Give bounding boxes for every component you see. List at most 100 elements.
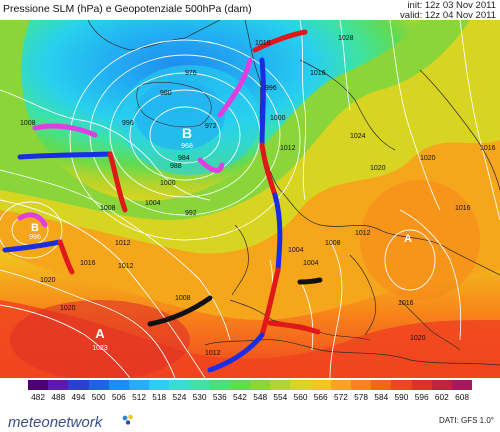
isobar-label: 1016 (80, 260, 96, 267)
scale-cell (108, 380, 129, 390)
scale-label: 530 (192, 392, 207, 402)
isobar-label: 1008 (325, 240, 341, 247)
scale-label: 602 (434, 392, 449, 402)
high-core (10, 300, 190, 378)
map-header: Pressione SLM (hPa) e Geopotenziale 500h… (0, 0, 500, 21)
isobar-label: 1000 (160, 180, 176, 187)
color-scale-labels: 482 488 494 500 506 512 518 524 530 536 542 548 554 5… (28, 390, 472, 402)
scale-cell (310, 380, 331, 390)
high-center-letter: A (95, 326, 105, 341)
isobar-label: 1008 (20, 120, 36, 127)
isobar-label: 1012 (115, 240, 131, 247)
scale-label: 548 (253, 392, 268, 402)
low-center-value: 968 (181, 143, 193, 150)
scale-label: 560 (293, 392, 308, 402)
scale-cell (209, 380, 230, 390)
cold-front-west (17, 151, 113, 160)
brand-logo-text: meteonetwork (8, 414, 103, 431)
cold-front-sw (2, 239, 63, 253)
scale-cell (229, 380, 251, 390)
scale-label: 500 (91, 392, 106, 402)
isobar-label: 996 (122, 120, 134, 127)
high-east-core (360, 180, 480, 300)
scale-label: 494 (71, 392, 86, 402)
scale-label: 608 (455, 392, 469, 402)
scale-cell (68, 380, 89, 390)
scale-cell (391, 380, 412, 390)
cold-front-main-upper (259, 57, 266, 148)
stationary-front-iberia (147, 295, 213, 327)
scale-label: 542 (233, 392, 247, 402)
scale-cell (28, 380, 49, 390)
isobar-labels: 1008 1004 1000 996 992 988 984 980 976 9… (20, 35, 496, 357)
high-center-east-letter: A (404, 233, 412, 245)
map-title: Pressione SLM (hPa) e Geopotenziale 500h… (3, 3, 252, 15)
isobar-label: 1020 (370, 165, 386, 172)
isobar-label: 996 (265, 85, 277, 92)
warm-front-west (107, 151, 128, 213)
isobar-label: 992 (185, 210, 197, 217)
isobar-label: 1016 (398, 300, 414, 307)
scale-label: 506 (111, 392, 126, 402)
color-scale: 482 488 494 500 506 512 518 524 530 536 542 548 554 5… (28, 380, 473, 410)
warm-front-sw (57, 239, 75, 275)
isobar-label: 972 (205, 123, 217, 130)
scale-cell (290, 380, 311, 390)
scale-cell (431, 380, 452, 390)
isobar-label: 1024 (350, 133, 366, 140)
low-center-letter: B (182, 125, 192, 141)
isobar-label: 1012 (280, 145, 296, 152)
scale-label: 578 (354, 392, 369, 402)
scale-cell (371, 380, 392, 390)
isobar-label: 1016 (255, 40, 271, 47)
cold-front-main (272, 192, 283, 273)
cold-front-south (207, 332, 265, 373)
isobar-label: 1008 (175, 295, 191, 302)
isobar-label: 1004 (288, 247, 304, 254)
warm-front-south (259, 267, 281, 338)
isobar-label: 1020 (420, 155, 436, 162)
scale-label: 572 (333, 392, 348, 402)
weather-map: B 968 B 996 A 1023 A 1008 1004 1000 996 … (0, 20, 500, 378)
isobar-label: 1012 (205, 350, 221, 357)
isobar-label: 1008 (100, 205, 116, 212)
isobar-label: 1028 (338, 35, 354, 42)
scale-cell (48, 380, 69, 390)
occluded-front-low (217, 57, 253, 118)
isobar-label: 1004 (303, 260, 319, 267)
warm-front-north (252, 29, 308, 53)
scale-label: 596 (414, 392, 429, 402)
occluded-front-north (32, 123, 98, 138)
isobar-label: 1000 (270, 115, 286, 122)
scale-cell (330, 380, 351, 390)
weather-fronts (2, 29, 323, 373)
scale-label: 554 (273, 392, 288, 402)
color-scale-bar (28, 380, 473, 390)
isobar-label: 976 (185, 70, 197, 77)
isobar-label: 1020 (410, 335, 426, 342)
scale-cell (451, 380, 473, 390)
isobar-label: 1016 (455, 205, 471, 212)
isobar-label: 984 (178, 155, 190, 162)
isobar-label: 1016 (310, 70, 326, 77)
scale-cell (149, 380, 170, 390)
low-core-inner (135, 80, 225, 150)
scale-cell (128, 380, 150, 390)
scale-label: 566 (313, 392, 328, 402)
valid-time: valid: 12z 04 Nov 2011 (400, 10, 496, 21)
isobar-label: 1012 (118, 263, 134, 270)
data-source: DATI: GFS 1.0° (438, 416, 494, 425)
isobar-label: 1020 (60, 305, 76, 312)
isobar-label: 1012 (355, 230, 371, 237)
scale-label: 488 (51, 392, 66, 402)
occluded-front-sw (17, 212, 48, 228)
scale-label: 584 (374, 392, 389, 402)
isobar-label: 980 (160, 90, 172, 97)
scale-cell (169, 380, 190, 390)
scale-label: 524 (172, 392, 187, 402)
isobar-label: 988 (170, 163, 182, 170)
high-center-value: 1023 (92, 345, 108, 352)
warm-front-main (259, 142, 278, 198)
warm-front-med (267, 320, 321, 335)
occluded-front-loop (197, 157, 225, 173)
